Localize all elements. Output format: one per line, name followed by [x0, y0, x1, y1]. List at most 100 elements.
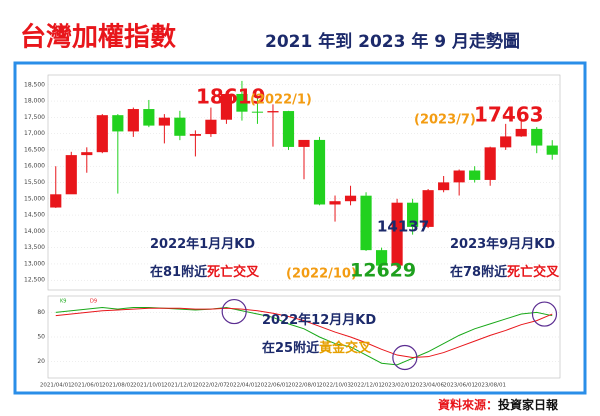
candle-body — [531, 128, 543, 146]
y-tick-label: 18,000 — [24, 98, 45, 105]
x-tick-label: 2022/10/03 — [319, 383, 351, 389]
candle-body — [282, 111, 295, 147]
frame — [13, 61, 587, 395]
legend-entry: D9 — [90, 299, 97, 305]
candle-body — [484, 147, 496, 180]
kd-tick-label: 20 — [37, 358, 45, 365]
x-tick-label: 2021/04/01 — [40, 383, 72, 389]
candle-body — [438, 182, 450, 191]
candle-body — [453, 170, 465, 183]
y-tick-label: 18,500 — [24, 81, 45, 88]
kd-note-part: 2023年9月月KD — [450, 236, 555, 252]
candle-body — [112, 115, 124, 132]
candle-body — [251, 111, 264, 113]
annotation: 14137 — [377, 218, 429, 236]
annotation: 17463 — [474, 103, 544, 127]
annotation: 18619 — [196, 85, 266, 109]
y-tick-label: 15,500 — [24, 179, 45, 186]
chart-title: 台灣加權指數 — [20, 22, 176, 53]
kd-note: 在81附近死亡交叉 — [150, 264, 260, 280]
source: 資料來源：投資家日報 — [438, 397, 559, 412]
kd-note-part: 在25附近 — [262, 340, 319, 356]
candle-body — [189, 134, 201, 136]
candle-body — [205, 119, 217, 135]
y-tick-label: 14,500 — [24, 212, 45, 219]
x-tick-label: 2023/08/01 — [474, 383, 506, 389]
annotation: (2022/1) — [250, 93, 312, 108]
kd-tick-label: 50 — [37, 334, 45, 341]
y-tick-label: 17,000 — [24, 130, 45, 137]
x-tick-label: 2021/12/01 — [164, 383, 196, 389]
kd-tick-label: 80 — [37, 309, 45, 316]
annotation: (2022/10) — [286, 267, 357, 282]
y-tick-label: 14,000 — [24, 228, 45, 235]
candle-body — [391, 202, 403, 266]
x-tick-label: 2023/06/01 — [443, 383, 475, 389]
x-tick-label: 2022/12/01 — [350, 383, 382, 389]
candle-body — [313, 139, 326, 205]
kd-note-part: 在78附近 — [450, 264, 507, 280]
kd-line — [55, 306, 553, 366]
x-tick-label: 2022/06/01 — [257, 383, 289, 389]
candle-body — [220, 93, 233, 120]
y-tick-label: 12,500 — [24, 277, 45, 284]
cross-circle — [221, 298, 247, 325]
x-tick-label: 2022/04/01 — [226, 383, 258, 389]
kd-note: 2022年1月月KD — [150, 236, 255, 252]
y-tick-label: 15,000 — [24, 195, 45, 202]
candle-body — [329, 201, 341, 205]
annotation: 12629 — [350, 260, 416, 282]
candle-body — [344, 195, 357, 202]
y-tick-label: 13,000 — [24, 260, 45, 267]
candle-body — [515, 128, 527, 137]
candle-body — [65, 155, 77, 195]
candle-body — [546, 145, 558, 155]
kd-note-part: 死亡交叉 — [507, 264, 560, 280]
x-tick-label: 2023/04/06 — [412, 383, 444, 389]
candle-body — [422, 190, 434, 227]
x-tick-label: 2021/06/01 — [71, 383, 103, 389]
candle-body — [469, 170, 481, 180]
kd-note-part: 死亡交叉 — [207, 264, 260, 280]
kd-note: 在25附近黃金交叉 — [262, 340, 372, 356]
y-tick-label: 16,500 — [24, 146, 45, 153]
candle-body — [81, 152, 93, 156]
cross-circle — [531, 301, 558, 327]
y-tick-label: 17,500 — [24, 114, 45, 121]
candle-body — [267, 111, 279, 113]
candle-body — [360, 195, 372, 251]
kd-note-part: 黃金交叉 — [318, 340, 372, 356]
cross-circle — [392, 344, 418, 371]
candle-body — [158, 117, 170, 126]
candle-body — [407, 202, 419, 227]
x-tick-label: 2021/08/02 — [102, 383, 134, 389]
kd-line — [55, 307, 553, 359]
candle-body — [500, 136, 512, 148]
kd-note: 2022年12月月KD — [262, 312, 376, 328]
candle-body — [127, 109, 139, 132]
candle-body — [375, 250, 388, 266]
candle-body — [96, 115, 108, 153]
legend-entry: K9 — [60, 299, 66, 305]
x-tick-label: 2022/08/01 — [288, 383, 320, 389]
source-name: 投資家日報 — [498, 397, 559, 412]
x-tick-label: 2023/02/01 — [381, 383, 413, 389]
candle-body — [174, 117, 186, 136]
x-tick-label: 2022/02/07 — [195, 383, 227, 389]
kd-note-part: 2022年12月月KD — [262, 312, 376, 328]
candle-body — [143, 109, 155, 126]
y-tick-label: 13,500 — [24, 244, 45, 251]
source-label: 資料來源： — [438, 397, 498, 412]
candle-body — [236, 93, 248, 112]
y-tick-label: 16,000 — [24, 163, 45, 170]
kd-note-part: 在81附近 — [150, 264, 207, 280]
candle-body — [50, 194, 62, 208]
candle-body — [298, 139, 310, 147]
chart-subtitle: 2021 年到 2023 年 9 月走勢圖 — [265, 31, 520, 52]
kd-note: 2023年9月月KD — [450, 236, 555, 252]
annotation: (2023/7) — [414, 113, 476, 128]
kd-note-part: 2022年1月月KD — [150, 236, 255, 252]
x-tick-label: 2021/10/01 — [133, 383, 165, 389]
kd-note: 在78附近死亡交叉 — [450, 264, 560, 280]
